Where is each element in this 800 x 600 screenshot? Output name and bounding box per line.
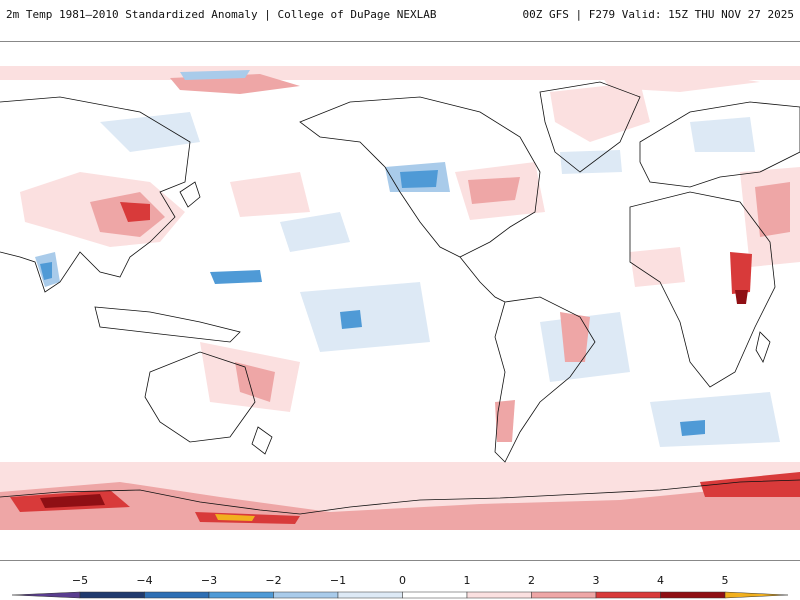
colorbar-tick-label: −5 (72, 574, 88, 587)
colorbar-ticks: −5 −4 −3 −2 −1 0 1 2 3 4 5 (72, 574, 729, 587)
colorbar-tick-label: 1 (464, 574, 471, 587)
coast-greenland (539, 81, 641, 173)
colorbar-tick-label: −4 (136, 574, 152, 587)
colorbar-tick-label: 5 (722, 574, 729, 587)
coast-central-america (459, 256, 506, 303)
colorbar-bin (402, 591, 468, 599)
colorbar-bin (660, 591, 726, 599)
colorbar-tick-label: 2 (528, 574, 535, 587)
coast-indonesia (94, 306, 241, 343)
colorbar-tick-label: −3 (201, 574, 217, 587)
colorbar: −5 −4 −3 −2 −1 0 1 2 3 4 5 (11, 574, 789, 599)
colorbar-tick-label: 0 (399, 574, 406, 587)
colorbar-bins (11, 591, 789, 599)
anomaly-antarctic-extreme-2 (215, 514, 255, 521)
anomaly-pacific-cold-5 (340, 310, 362, 329)
colorbar-bin (79, 591, 145, 599)
coast-antarctica (0, 479, 800, 515)
anomaly-pacific-cold-4 (300, 282, 430, 352)
colorbar-bin (337, 591, 403, 599)
colorbar-bin (144, 591, 210, 599)
colorbar-bin (208, 591, 274, 599)
coastlines (0, 81, 800, 515)
anomaly-antarctic-hot-3 (700, 472, 800, 497)
coast-south-america (494, 296, 596, 463)
colorbar-bin (466, 591, 532, 599)
coast-japan (179, 181, 201, 208)
colorbar-bin (531, 591, 597, 599)
anomaly-patagonia-warm (495, 400, 515, 442)
colorbar-tick-label: 4 (657, 574, 664, 587)
anomaly-eastafrica-extreme (735, 290, 748, 304)
colorbar-bin (273, 591, 339, 599)
coast-asia (0, 96, 191, 293)
colorbar-bin (11, 591, 81, 599)
anomaly-mideast-warm-core (755, 182, 790, 237)
anomaly-map[interactable] (0, 42, 800, 558)
anomaly-greenland-warm (550, 82, 650, 142)
anomaly-pacific-cold-3 (210, 270, 262, 284)
anomaly-na-cold-core (400, 170, 438, 188)
coast-new-zealand (251, 426, 273, 455)
anomaly-antarctic-bottom-band (0, 526, 800, 530)
anomaly-china-hot (120, 202, 150, 222)
map-title: 2m Temp 1981–2010 Standardized Anomaly |… (6, 8, 437, 21)
colorbar-tick-label: −1 (330, 574, 346, 587)
anomaly-pacific-cold-2 (280, 212, 350, 252)
anomaly-europe-cold (690, 117, 755, 152)
anomaly-pacific-cold-1 (100, 112, 200, 152)
anomaly-antarctic-extreme-1 (40, 494, 105, 508)
coast-north-america (299, 96, 541, 258)
anomaly-pacific-warm-3 (235, 362, 275, 402)
anomaly-south-indian-cold-core (680, 420, 705, 436)
anomaly-india-cold-core (40, 262, 52, 280)
colorbar-bin (595, 591, 661, 599)
colorbar-tick-label: 3 (593, 574, 600, 587)
anomaly-atlantic-cold-1 (560, 150, 622, 174)
coast-europe (639, 101, 800, 188)
coast-africa (629, 191, 776, 388)
anomaly-shading (0, 66, 800, 530)
map-frame (0, 41, 800, 561)
anomaly-arctic-cold-patch (180, 70, 250, 80)
anomaly-south-indian-cold (650, 392, 780, 447)
coast-madagascar (755, 331, 771, 363)
coast-australia (144, 351, 256, 443)
anomaly-sa-warm (560, 312, 590, 362)
anomaly-eastafrica-hot (730, 252, 752, 294)
colorbar-tick-label: −2 (265, 574, 281, 587)
anomaly-westafrica-warm (630, 247, 685, 287)
anomaly-na-warm-core (468, 177, 520, 204)
anomaly-pacific-warm-1 (230, 172, 310, 217)
model-run-valid-time: 00Z GFS | F279 Valid: 15Z THU NOV 27 202… (522, 8, 794, 21)
colorbar-bin (724, 591, 789, 599)
